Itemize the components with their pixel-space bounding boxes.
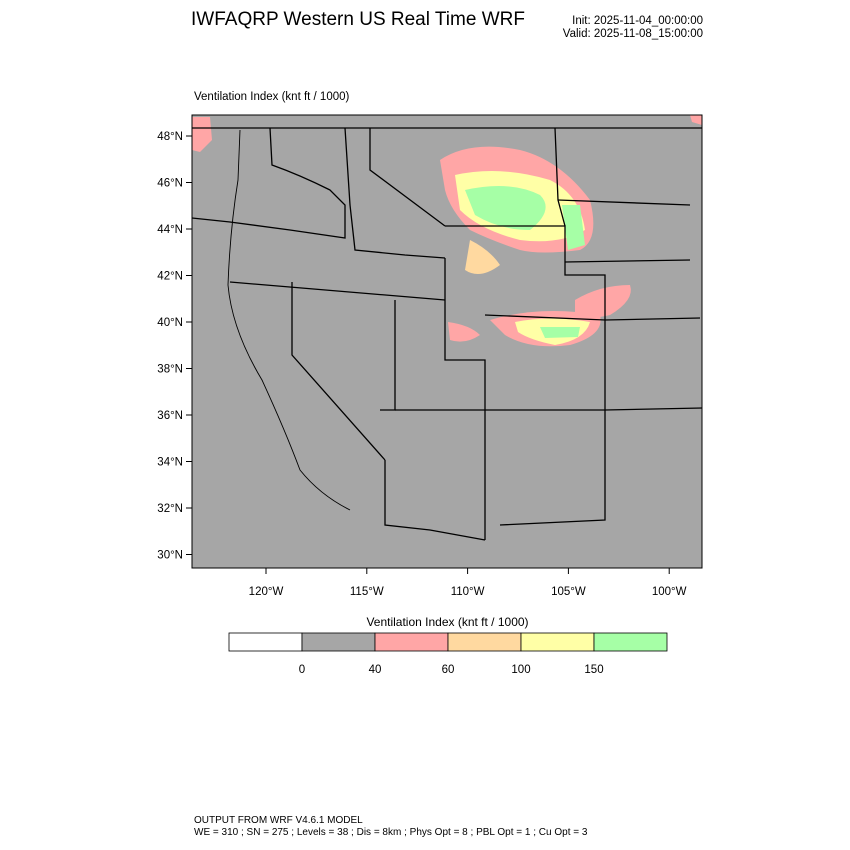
map-panel — [191, 114, 703, 569]
lon-tick-label: 115°W — [350, 586, 384, 598]
idaho-borders — [344, 127, 446, 259]
colorbar-label: 40 — [368, 664, 382, 676]
lat-tick-label: 36°N — [157, 410, 183, 422]
footer-model: OUTPUT FROM WRF V4.6.1 MODEL — [194, 815, 363, 826]
lat-tick-label: 38°N — [157, 364, 183, 376]
nd-sd-line — [557, 199, 691, 206]
lon-tick-label: 110°W — [451, 586, 485, 598]
colorbar-label: 150 — [584, 664, 604, 676]
or-ca-nv-north — [229, 281, 446, 301]
footer-config: WE = 310 ; SN = 275 ; Levels = 38 ; Dis … — [194, 827, 588, 838]
colorbar-label: 60 — [441, 664, 455, 676]
wa-or-border — [191, 127, 346, 239]
ks-line — [604, 317, 701, 321]
shade-pink-ut — [448, 322, 480, 342]
shade-green-co — [540, 327, 580, 338]
lat-tick-label: 40°N — [157, 317, 183, 329]
lat-tick-label: 42°N — [157, 271, 183, 283]
mexico-border — [384, 460, 486, 541]
lat-tick-label: 30°N — [157, 550, 183, 562]
mt-border — [369, 128, 446, 227]
colorbar-swatch — [593, 632, 668, 652]
shade-green-mt — [465, 186, 546, 230]
ut-border — [444, 258, 486, 410]
init-time: Init: 2025-11-04_00:00:00 — [572, 15, 703, 27]
valid-time: Valid: 2025-11-08_15:00:00 — [562, 28, 703, 40]
colorbar-swatch — [520, 632, 595, 652]
colorbar-swatch — [447, 632, 522, 652]
lon-tick-label: 105°W — [551, 586, 586, 598]
shade-pink-ne — [575, 285, 631, 318]
colorbar-label: 100 — [511, 664, 531, 676]
lat-tick-label: 48°N — [157, 131, 183, 143]
ok-line — [604, 407, 703, 411]
sd-ne-line — [564, 259, 691, 263]
lat-tick-label: 46°N — [157, 178, 183, 190]
coastline — [227, 129, 351, 511]
wy-co-borders — [445, 225, 606, 321]
lon-tick-label: 120°W — [249, 586, 284, 598]
lat-tick-label: 34°N — [157, 457, 183, 469]
lon-tick-label: 100°W — [652, 586, 687, 598]
state-boundaries — [191, 127, 703, 541]
field-label: Ventilation Index (knt ft / 1000) — [194, 91, 350, 103]
lat-tick-label: 44°N — [157, 224, 183, 236]
map-frame — [191, 114, 703, 569]
shade-pink-nd — [690, 115, 702, 125]
colorbar-swatch — [301, 632, 376, 652]
shade-peach-wy — [465, 240, 500, 274]
latitude-ticks: 48°N 46°N 44°N 42°N 40°N 38°N 36°N 34°N 32°N 30°N — [157, 131, 192, 562]
colorbar-swatch — [374, 632, 449, 652]
co-nm-tx-border — [499, 320, 606, 526]
lat-tick-label: 32°N — [157, 503, 183, 515]
colorbar-title: Ventilation Index (knt ft / 1000) — [366, 615, 529, 629]
longitude-ticks: 120°W 115°W 110°W 105°W 100°W — [249, 568, 687, 598]
colorbar-label: 0 — [298, 664, 306, 676]
shade-pink-wa — [192, 117, 212, 152]
plot-title: IWFAQRP Western US Real Time WRF — [191, 9, 525, 30]
ca-nv-border — [291, 282, 386, 461]
colorbar-swatch — [228, 632, 303, 652]
colorbar — [228, 632, 668, 652]
shade-green-sd — [562, 205, 585, 250]
